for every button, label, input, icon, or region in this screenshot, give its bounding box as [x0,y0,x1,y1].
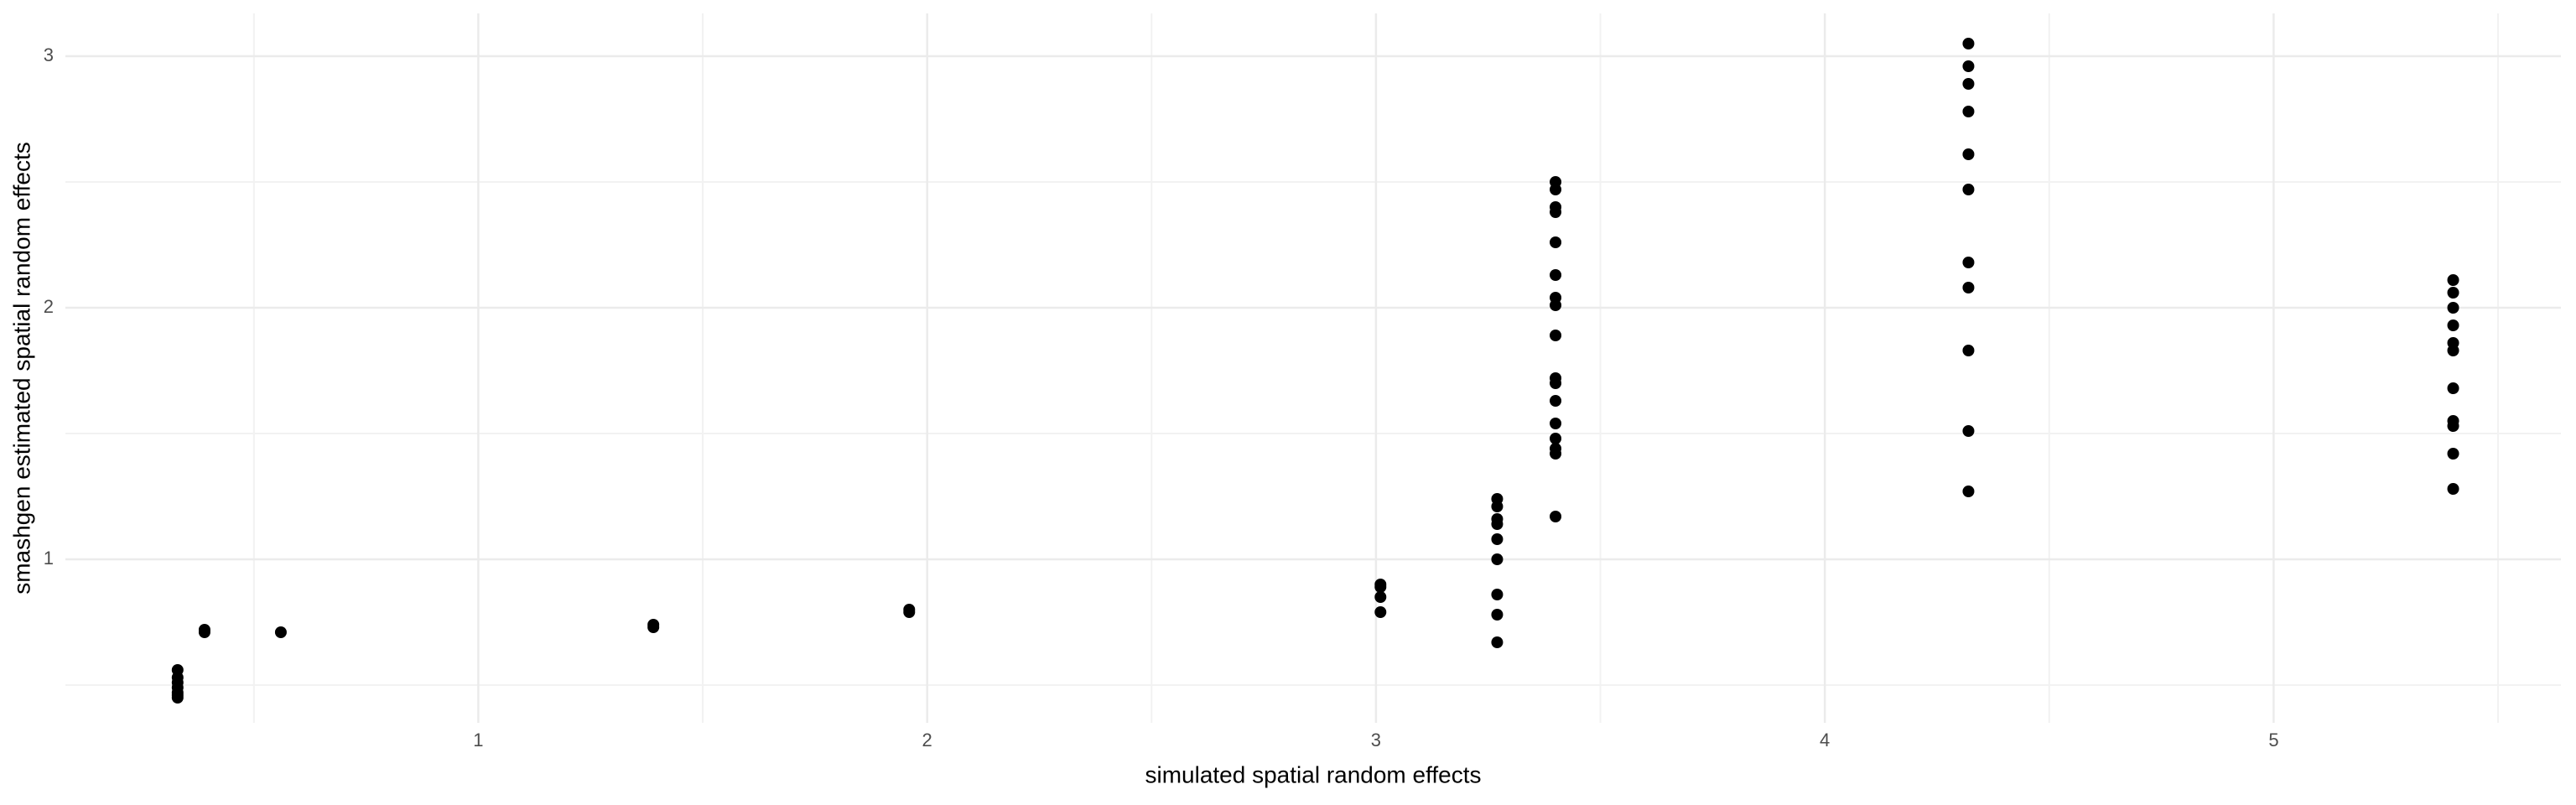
y-tick-label: 3 [44,44,54,65]
point [1550,330,1562,341]
point [1550,418,1562,429]
point [1962,106,1975,117]
point [1491,609,1504,621]
point [1550,206,1562,218]
point [1491,589,1504,600]
point [2447,448,2459,460]
point [1374,591,1387,603]
point [1962,486,1975,497]
point [2447,274,2459,286]
point [647,621,660,633]
point [1962,60,1975,72]
point [1962,78,1975,90]
point [1550,299,1562,311]
point [1550,433,1562,444]
point [1550,395,1562,407]
point [2447,420,2459,432]
point [1374,606,1387,618]
point [1962,345,1975,356]
y-axis-title: smashgen estimated spatial random effect… [8,142,34,595]
point [2447,302,2459,314]
point [1962,282,1975,293]
x-tick-label: 3 [1371,730,1381,750]
point [903,606,916,618]
point [171,692,184,704]
point [1374,581,1387,593]
point [2447,319,2459,331]
point [1550,236,1562,248]
point [1491,501,1504,512]
point [1491,553,1504,565]
point [1550,511,1562,522]
point [2447,287,2459,299]
x-tick-label: 2 [922,730,932,750]
x-tick-label: 4 [1820,730,1830,750]
y-tick-label: 1 [44,548,54,569]
point [1962,257,1975,268]
point [1962,38,1975,49]
point [2447,345,2459,356]
point [1962,148,1975,160]
point [2447,483,2459,495]
x-tick-label: 5 [2268,730,2278,750]
point [1550,269,1562,281]
point [1550,448,1562,460]
point [1962,184,1975,195]
point [1550,377,1562,389]
x-axis-title: simulated spatial random effects [1145,761,1481,787]
point [1491,533,1504,545]
point [1550,184,1562,195]
x-tick-label: 1 [473,730,483,750]
y-tick-label: 2 [44,296,54,317]
point [1962,425,1975,437]
point [1491,636,1504,648]
point [1491,518,1504,530]
point [274,626,287,638]
point [2447,382,2459,394]
point [198,626,210,638]
